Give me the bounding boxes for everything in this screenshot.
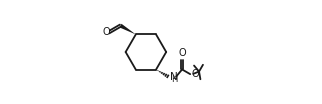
Text: O: O xyxy=(103,27,110,37)
Text: O: O xyxy=(178,48,186,58)
Polygon shape xyxy=(119,24,136,34)
Text: N: N xyxy=(170,72,178,82)
Text: O: O xyxy=(192,69,199,79)
Text: H: H xyxy=(171,75,177,84)
